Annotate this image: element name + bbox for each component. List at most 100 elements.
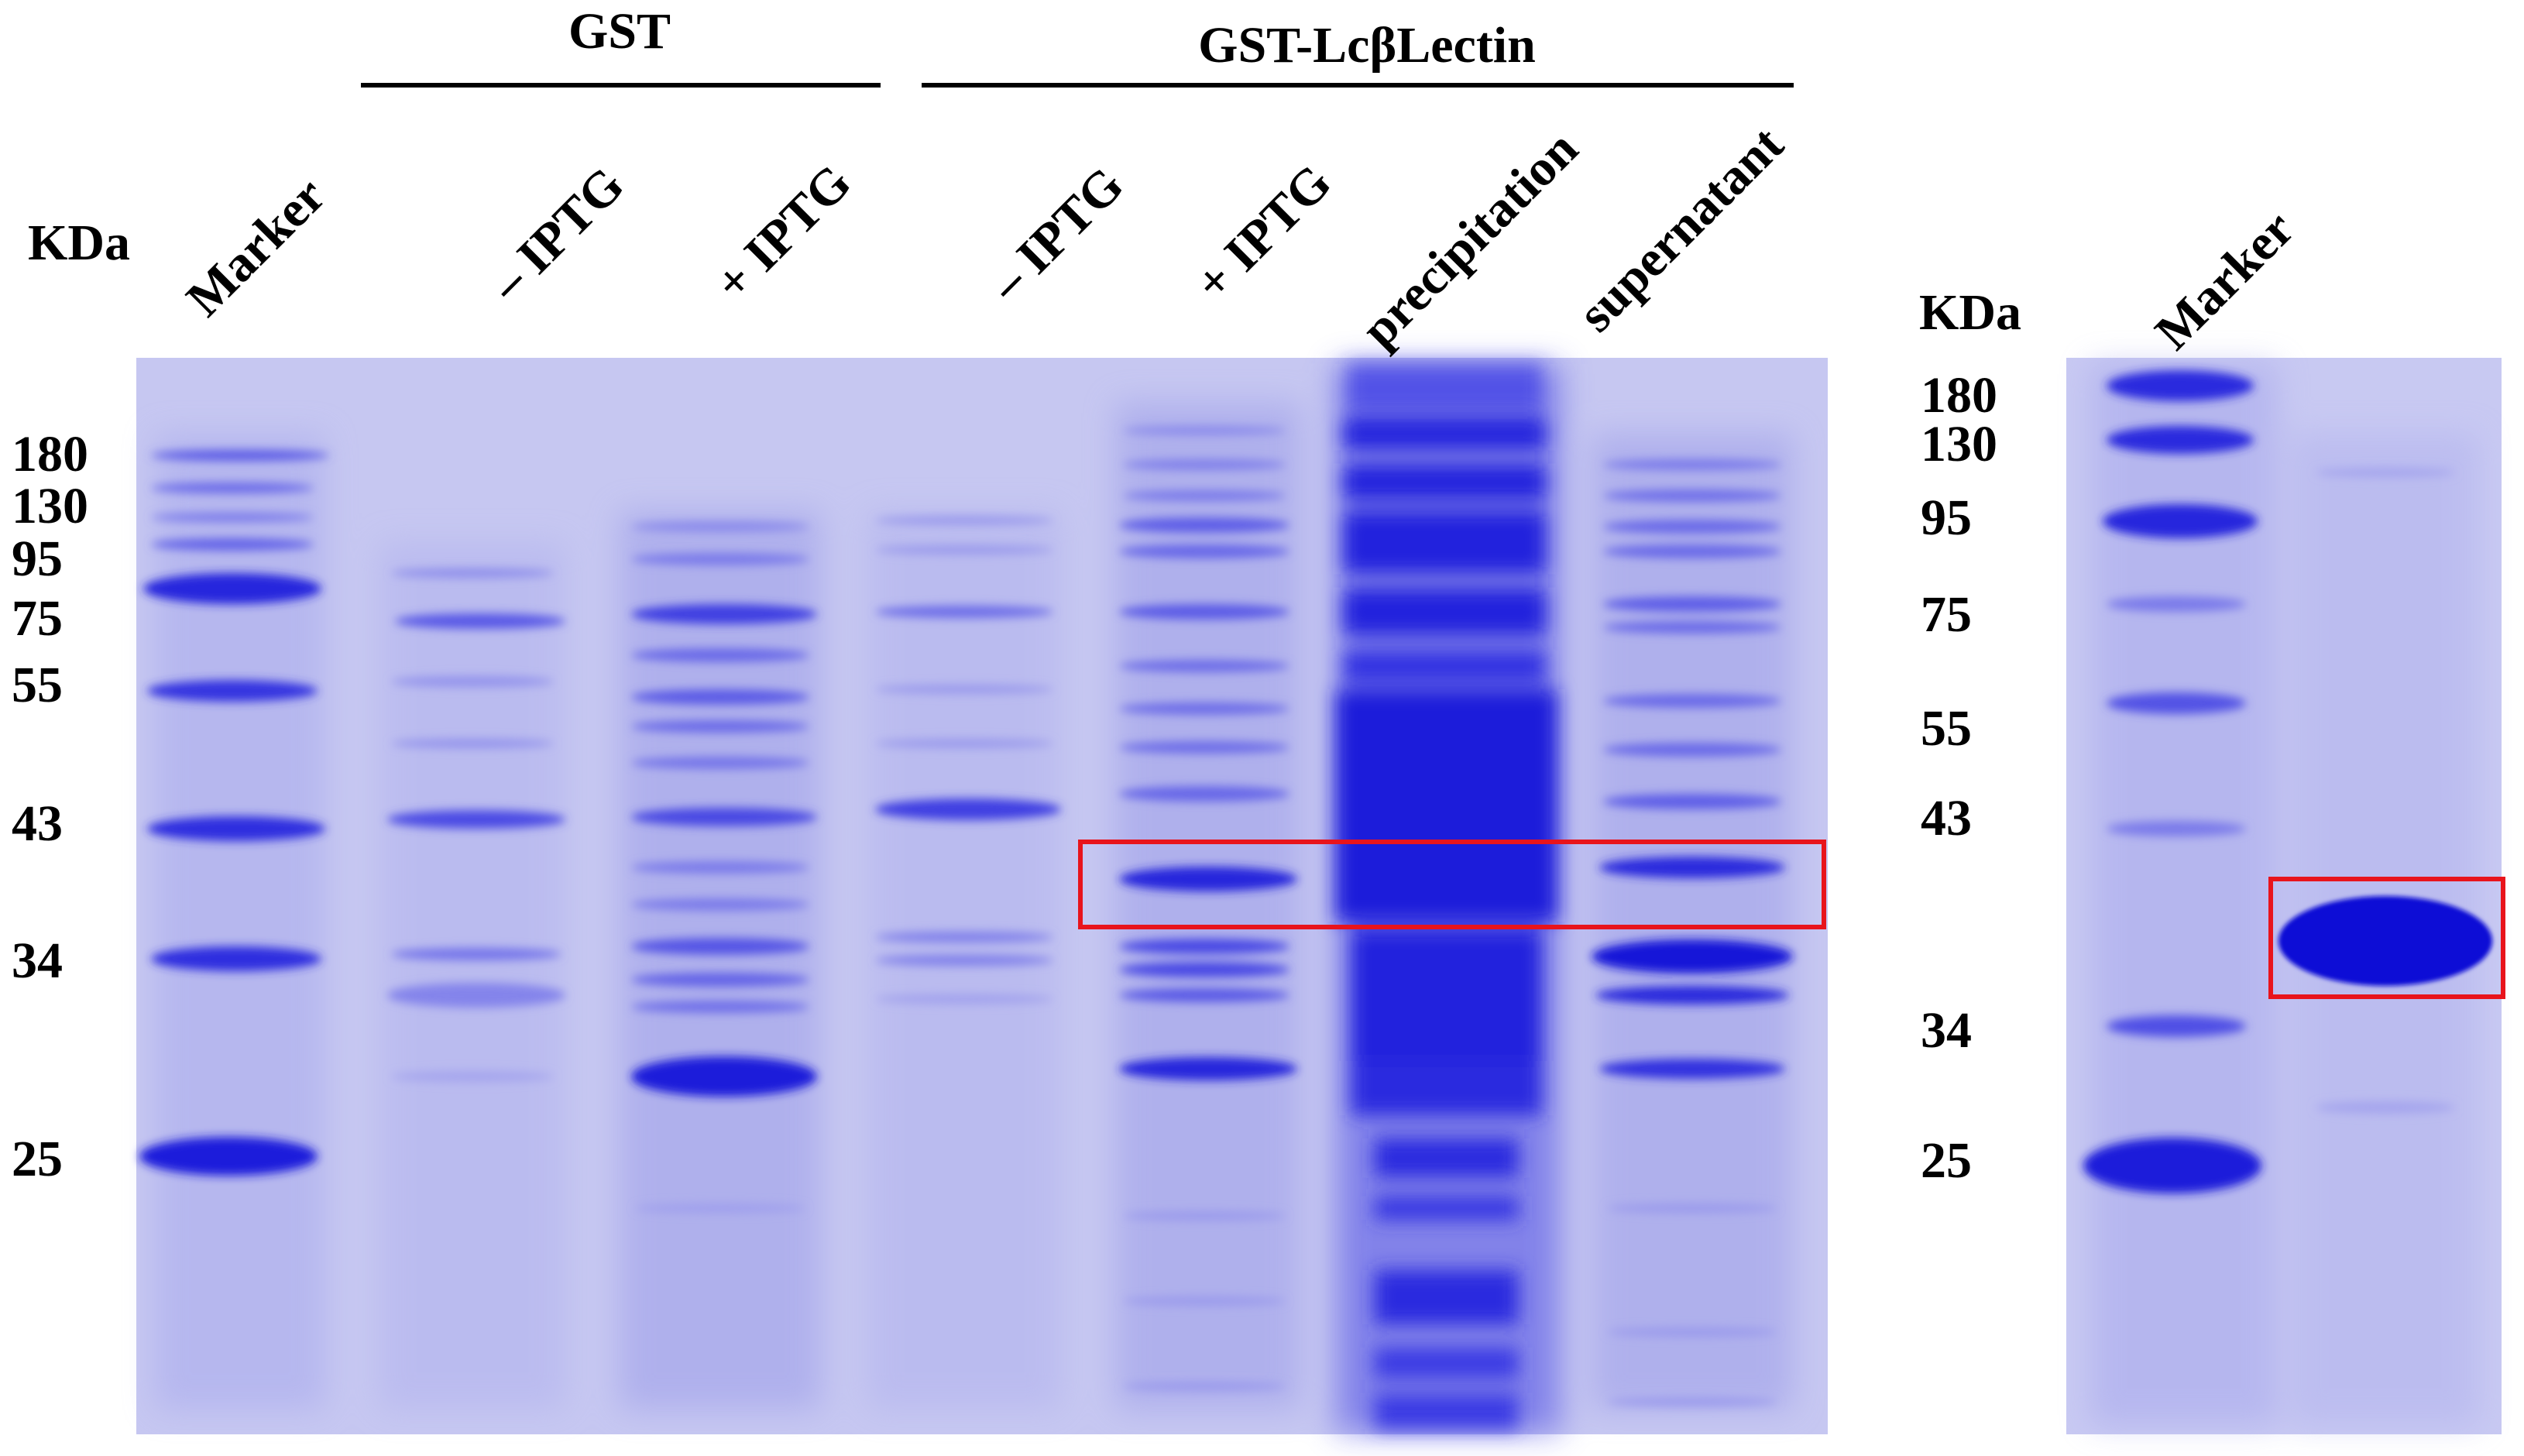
band-target-soluble <box>1599 857 1785 878</box>
marker-band-34 <box>151 946 321 971</box>
precip-band-1 <box>1344 418 1545 449</box>
band <box>391 568 554 578</box>
band <box>635 1204 805 1213</box>
band-strong <box>1592 939 1793 974</box>
marker-band-95 <box>151 538 314 551</box>
band <box>1119 962 1289 977</box>
band <box>1119 741 1289 754</box>
band <box>1603 489 1781 502</box>
band <box>387 983 565 1008</box>
band <box>1603 520 1781 534</box>
smear-lane-gst-plus <box>620 511 821 1410</box>
lane-label-marker: Marker <box>176 167 336 328</box>
precip-band-6 <box>1351 1061 1541 1115</box>
band <box>391 739 554 748</box>
right-mw-label-34: 34 <box>1921 1002 1972 1059</box>
mw-label-43: 43 <box>12 795 63 852</box>
band <box>1607 1327 1777 1337</box>
right-mw-label-43: 43 <box>1921 790 1972 846</box>
band <box>631 689 809 705</box>
marker-band-75 <box>143 573 321 604</box>
right-mw-label-130: 130 <box>1921 416 1997 472</box>
smear-lane-gst-minus <box>379 542 565 1410</box>
precip-band-9 <box>1375 1270 1518 1324</box>
band <box>1119 544 1289 558</box>
precip-band-8 <box>1375 1197 1518 1220</box>
band <box>1599 1059 1785 1079</box>
band <box>1119 988 1289 1002</box>
marker-band-extra <box>151 513 314 522</box>
band <box>1123 426 1286 435</box>
lane-label-gst-plus-iptg: + IPTG <box>704 154 862 312</box>
band <box>1607 1397 1777 1406</box>
right-mw-label-55: 55 <box>1921 700 1972 757</box>
band <box>631 648 809 662</box>
marker-band-25 <box>139 1137 318 1176</box>
right-marker-band-130 <box>2107 426 2254 454</box>
band <box>1123 1296 1286 1306</box>
marker-band-130 <box>151 482 314 493</box>
lane-label-fusion-minus-iptg: – IPTG <box>978 156 1134 312</box>
band <box>387 810 565 829</box>
band <box>875 685 1053 694</box>
right-marker-band-55 <box>2107 692 2246 714</box>
right-mw-label-25: 25 <box>1921 1132 1972 1189</box>
smear-right-marker <box>2091 364 2277 1425</box>
group-label-gst-lcblectin: GST-LcβLectin <box>1198 17 1536 74</box>
band <box>631 861 809 874</box>
right-purified-lane <box>2278 468 2492 1114</box>
mw-label-180: 180 <box>12 426 88 482</box>
band <box>1123 1211 1286 1221</box>
lane-gst-plus-bands <box>631 521 817 1213</box>
lane-label-supernatant: supernatant <box>1568 116 1794 343</box>
band <box>1123 1382 1286 1391</box>
band <box>1603 743 1781 757</box>
band <box>875 798 1061 820</box>
band <box>631 604 817 624</box>
band <box>875 932 1053 943</box>
band <box>1119 786 1289 802</box>
band-gst-overexpressed <box>631 1056 817 1097</box>
band <box>391 948 561 960</box>
precipitation-lane-body <box>1336 364 1557 1429</box>
band <box>875 606 1053 618</box>
lane-label-fusion-plus-iptg: + IPTG <box>1184 154 1342 312</box>
band <box>631 898 809 911</box>
precip-band-2 <box>1344 465 1545 500</box>
band <box>1607 1204 1777 1213</box>
mw-label-25: 25 <box>12 1131 63 1187</box>
right-mw-label-75: 75 <box>1921 586 1972 643</box>
band <box>631 1001 809 1013</box>
band <box>1119 660 1289 672</box>
marker-band-180 <box>151 450 329 461</box>
band-target-gst-lcblectin <box>1119 867 1297 891</box>
band <box>631 553 809 565</box>
band <box>631 757 809 769</box>
lane-gst-minus-bands <box>387 568 565 1082</box>
band <box>875 545 1053 555</box>
lane-label-precipitation: precipitation <box>1351 120 1588 358</box>
band <box>1603 694 1781 708</box>
precip-main-body <box>1336 689 1557 922</box>
band <box>631 521 809 532</box>
right-marker-band-75 <box>2107 596 2246 612</box>
band <box>1119 1057 1297 1080</box>
right-unit-label-kda: KDa <box>1919 284 2021 341</box>
mw-label-55: 55 <box>12 657 63 713</box>
marker-band-43 <box>147 816 325 841</box>
band <box>1123 459 1286 470</box>
band <box>395 613 565 629</box>
band <box>631 973 809 987</box>
band <box>1603 459 1781 470</box>
right-marker-band-180 <box>2107 370 2254 401</box>
right-lane-label-marker: Marker <box>2145 201 2305 361</box>
precip-lower-body <box>1351 929 1541 1061</box>
band <box>631 720 809 733</box>
precip-band-5 <box>1344 651 1545 682</box>
mw-label-95: 95 <box>12 531 63 587</box>
band <box>631 808 817 826</box>
mw-label-75: 75 <box>12 590 63 647</box>
band <box>1603 621 1781 634</box>
lane-fusion-plus-bands <box>1119 426 1297 1391</box>
band <box>875 739 1053 748</box>
